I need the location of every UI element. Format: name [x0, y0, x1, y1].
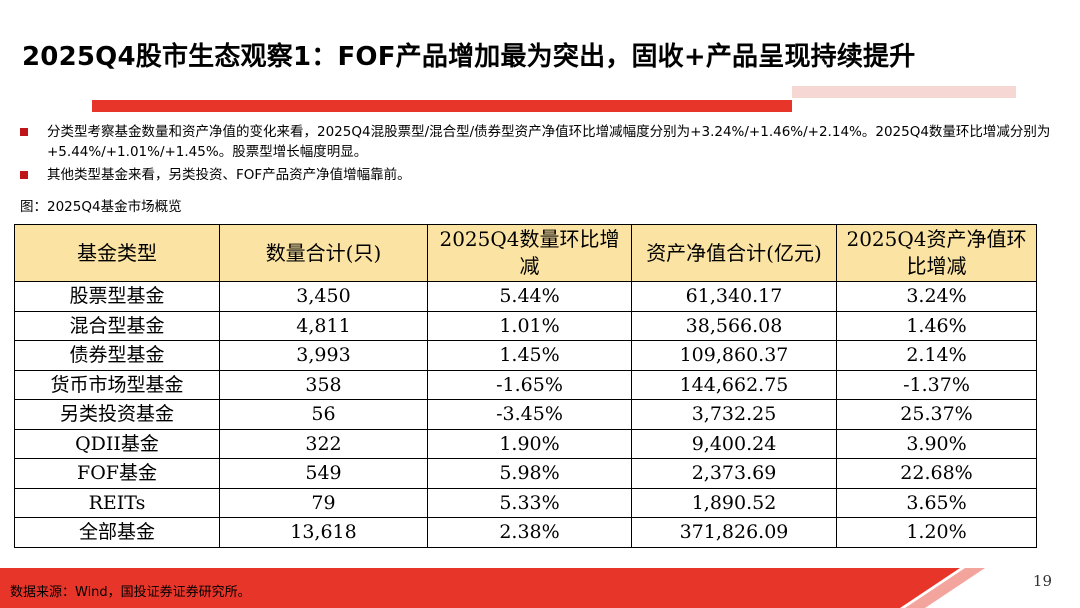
table-cell: -1.65% [427, 369, 632, 400]
table-cell: 1.46% [836, 310, 1037, 341]
table-cell: -3.45% [427, 399, 632, 430]
table-row: 债券型基金 3,993 1.45% 109,860.37 2.14% [14, 340, 1037, 371]
table-row: REITs 79 5.33% 1,890.52 3.65% [14, 487, 1037, 518]
table-row: 股票型基金 3,450 5.44% 61,340.17 3.24% [14, 281, 1037, 312]
bullet-text: 其他类型基金来看，另类投资、FOF产品资产净值增幅靠前。 [47, 167, 411, 183]
table-cell: 3,732.25 [631, 399, 837, 430]
table-cell: 2.38% [427, 517, 632, 548]
table-cell: 4,811 [219, 310, 428, 341]
table-cell: 3,993 [219, 340, 428, 371]
table-cell: 全部基金 [14, 517, 220, 548]
table-row: 全部基金 13,618 2.38% 371,826.09 1.20% [14, 517, 1037, 548]
table-cell: 股票型基金 [14, 281, 220, 312]
table-cell: 25.37% [836, 399, 1037, 430]
column-header: 资产净值合计(亿元) [631, 224, 837, 282]
table-cell: 5.44% [427, 281, 632, 312]
table-cell: 61,340.17 [631, 281, 837, 312]
table-cell: 3.24% [836, 281, 1037, 312]
table-cell: 债券型基金 [14, 340, 220, 371]
figure-caption: 图：2025Q4基金市场概览 [20, 199, 182, 215]
table-cell: 2.14% [836, 340, 1037, 371]
table-cell: 3,450 [219, 281, 428, 312]
bullet-square-icon [20, 128, 28, 136]
bullet-list: 分类型考察基金数量和资产净值的变化来看，2025Q4混股票型/混合型/债券型资产… [20, 122, 1060, 188]
table-cell: 货币市场型基金 [14, 369, 220, 400]
fund-overview-table: 基金类型 数量合计(只) 2025Q4数量环比增减 资产净值合计(亿元) 202… [14, 224, 1037, 548]
bullet-item: 其他类型基金来看，另类投资、FOF产品资产净值增幅靠前。 [20, 165, 1060, 185]
table-cell: 3.90% [836, 428, 1037, 459]
table-cell: FOF基金 [14, 458, 220, 489]
table-cell: 38,566.08 [631, 310, 837, 341]
footer-red-band [0, 568, 960, 608]
table-cell: 322 [219, 428, 428, 459]
title-underline-pink [792, 86, 1016, 98]
table-cell: 22.68% [836, 458, 1037, 489]
page-title: 2025Q4股市生态观察1：FOF产品增加最为突出，固收+产品呈现持续提升 [22, 42, 916, 72]
page-number: 19 [1032, 572, 1052, 590]
table-cell: 1.45% [427, 340, 632, 371]
table-row: FOF基金 549 5.98% 2,373.69 22.68% [14, 458, 1037, 489]
footer-band [0, 568, 985, 608]
table-cell: 371,826.09 [631, 517, 837, 548]
table-cell: 549 [219, 458, 428, 489]
table-cell: -1.37% [836, 369, 1037, 400]
title-underline-red [92, 100, 792, 112]
table-row: 货币市场型基金 358 -1.65% 144,662.75 -1.37% [14, 369, 1037, 400]
bullet-item: 分类型考察基金数量和资产净值的变化来看，2025Q4混股票型/混合型/债券型资产… [20, 122, 1060, 162]
table-cell: 1.01% [427, 310, 632, 341]
table-cell: 1,890.52 [631, 487, 837, 518]
table-cell: 另类投资基金 [14, 399, 220, 430]
bullet-square-icon [20, 171, 28, 179]
table-cell: 2,373.69 [631, 458, 837, 489]
table-cell: 144,662.75 [631, 369, 837, 400]
table-cell: 3.65% [836, 487, 1037, 518]
table-row: 另类投资基金 56 -3.45% 3,732.25 25.37% [14, 399, 1037, 430]
table-cell: 79 [219, 487, 428, 518]
table-cell: QDII基金 [14, 428, 220, 459]
table-cell: REITs [14, 487, 220, 518]
table-header-row: 基金类型 数量合计(只) 2025Q4数量环比增减 资产净值合计(亿元) 202… [14, 224, 1037, 282]
table-row: QDII基金 322 1.90% 9,400.24 3.90% [14, 428, 1037, 459]
column-header: 2025Q4资产净值环比增减 [836, 224, 1037, 282]
table-row: 混合型基金 4,811 1.01% 38,566.08 1.46% [14, 310, 1037, 341]
table-cell: 1.20% [836, 517, 1037, 548]
table-cell: 109,860.37 [631, 340, 837, 371]
bullet-text: 分类型考察基金数量和资产净值的变化来看，2025Q4混股票型/混合型/债券型资产… [47, 124, 1051, 160]
table-cell: 5.98% [427, 458, 632, 489]
table-cell: 358 [219, 369, 428, 400]
table-cell: 9,400.24 [631, 428, 837, 459]
table-cell: 混合型基金 [14, 310, 220, 341]
data-source-note: 数据来源：Wind，国投证券证券研究所。 [10, 585, 251, 600]
footer-accent-stripe [905, 568, 985, 608]
table-cell: 5.33% [427, 487, 632, 518]
column-header: 数量合计(只) [219, 224, 428, 282]
column-header: 基金类型 [14, 224, 220, 282]
table-cell: 56 [219, 399, 428, 430]
table-cell: 1.90% [427, 428, 632, 459]
table-cell: 13,618 [219, 517, 428, 548]
column-header: 2025Q4数量环比增减 [427, 224, 632, 282]
